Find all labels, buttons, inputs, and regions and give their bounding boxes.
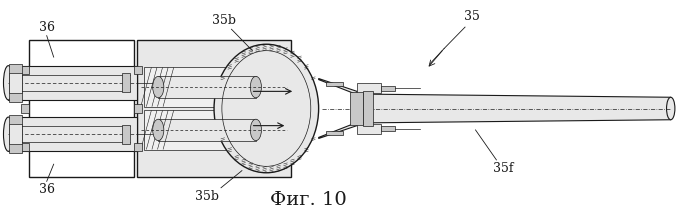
- Bar: [357, 83, 382, 93]
- Bar: [21, 66, 29, 74]
- Bar: [134, 104, 142, 113]
- Bar: [29, 40, 134, 177]
- Bar: [382, 126, 395, 132]
- Bar: [8, 66, 137, 100]
- Bar: [134, 66, 142, 74]
- Bar: [9, 72, 22, 93]
- Bar: [144, 110, 284, 150]
- Ellipse shape: [251, 76, 262, 98]
- Bar: [382, 85, 395, 91]
- Ellipse shape: [214, 44, 318, 173]
- Bar: [122, 125, 130, 144]
- Bar: [363, 91, 373, 126]
- Polygon shape: [357, 94, 671, 123]
- Ellipse shape: [666, 97, 675, 120]
- Bar: [9, 64, 22, 102]
- Text: 36: 36: [38, 183, 55, 196]
- Bar: [326, 131, 343, 135]
- Text: 35b: 35b: [195, 190, 219, 203]
- Ellipse shape: [4, 66, 13, 100]
- Bar: [9, 115, 22, 153]
- Ellipse shape: [153, 76, 164, 98]
- Bar: [158, 119, 256, 141]
- Text: Фиг. 10: Фиг. 10: [270, 191, 346, 209]
- Bar: [357, 124, 382, 134]
- Ellipse shape: [153, 119, 164, 141]
- Bar: [134, 143, 142, 151]
- Text: 35b: 35b: [213, 14, 237, 27]
- Bar: [21, 104, 29, 113]
- Bar: [144, 67, 284, 107]
- Bar: [326, 82, 343, 86]
- Bar: [8, 117, 137, 151]
- Bar: [9, 124, 22, 145]
- Text: 36: 36: [38, 21, 55, 34]
- Text: 35: 35: [464, 10, 480, 23]
- Ellipse shape: [4, 117, 13, 151]
- Bar: [158, 76, 256, 98]
- Polygon shape: [318, 79, 357, 95]
- Bar: [21, 143, 29, 151]
- Polygon shape: [318, 122, 357, 138]
- Bar: [350, 92, 363, 125]
- Bar: [137, 40, 290, 177]
- Bar: [122, 73, 130, 92]
- Text: 35f: 35f: [493, 162, 514, 175]
- Bar: [134, 40, 137, 177]
- Ellipse shape: [251, 119, 262, 141]
